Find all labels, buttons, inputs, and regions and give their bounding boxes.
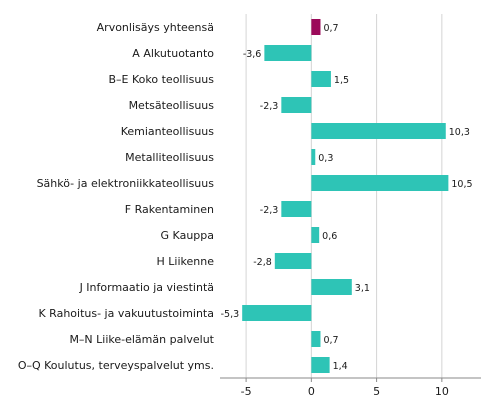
bar-10 — [274, 253, 312, 269]
category-label: O–Q Koulutus, terveyspalvelut yms. — [18, 359, 214, 372]
value-label: 10,3 — [449, 127, 470, 138]
category-label: Sähkö- ja elektroniikkateollisuus — [37, 177, 215, 190]
value-label: 1,5 — [334, 75, 349, 86]
value-label: 10,5 — [451, 179, 472, 190]
value-labels: 0,7 -3,6 1,5 -2,3 10,3 0,3 10,5 -2,3 0,6 -2,8 3,1 -… — [221, 23, 473, 372]
bar-6 — [311, 149, 316, 165]
bar-14 — [311, 357, 330, 373]
category-label: F Rakentaminen — [125, 203, 214, 216]
bar-3 — [311, 71, 331, 87]
bar-9 — [311, 227, 320, 243]
bar-4 — [281, 97, 312, 113]
value-label: 0,7 — [323, 335, 338, 346]
value-label: -2,3 — [260, 205, 279, 216]
value-label: -2,8 — [253, 257, 272, 268]
value-label: -2,3 — [260, 101, 279, 112]
x-tick-label: 0 — [308, 385, 315, 398]
bar-7 — [311, 175, 449, 191]
value-label: 0,6 — [322, 231, 337, 242]
grid-lines — [245, 14, 443, 378]
x-tick-label: 10 — [435, 385, 449, 398]
category-label: J Informaatio ja viestintä — [79, 281, 214, 294]
x-axis: -5 0 5 10 — [220, 377, 481, 398]
value-label: -3,6 — [243, 49, 262, 60]
value-label: 3,1 — [355, 283, 370, 294]
bar-13 — [311, 331, 321, 347]
category-label: Kemianteollisuus — [121, 125, 215, 138]
category-label: Metalliteollisuus — [125, 151, 214, 164]
value-label: 1,4 — [333, 361, 348, 372]
bar-12 — [242, 305, 312, 321]
bar-8 — [281, 201, 312, 217]
bar-5 — [311, 123, 446, 139]
x-tick-label: 5 — [373, 385, 380, 398]
category-label: Metsäteollisuus — [129, 99, 215, 112]
bars — [242, 19, 449, 373]
bar-11 — [311, 279, 352, 295]
category-label: B–E Koko teollisuus — [109, 73, 215, 86]
category-label: M–N Liike-elämän palvelut — [69, 333, 214, 346]
category-label: Arvonlisäys yhteensä — [97, 21, 214, 34]
x-tick-label: -5 — [241, 385, 252, 398]
bar-1 — [311, 19, 321, 35]
category-label: H Liikenne — [157, 255, 215, 268]
value-label: 0,7 — [323, 23, 338, 34]
category-label: K Rahoitus- ja vakuutustoiminta — [38, 307, 214, 320]
category-label: G Kauppa — [161, 229, 214, 242]
category-label: A Alkutuotanto — [132, 47, 214, 60]
value-label: -5,3 — [221, 309, 240, 320]
category-labels: Arvonlisäys yhteensä A Alkutuotanto B–E Ko… — [18, 21, 215, 372]
bar-2 — [264, 45, 312, 61]
value-label: 0,3 — [318, 153, 333, 164]
